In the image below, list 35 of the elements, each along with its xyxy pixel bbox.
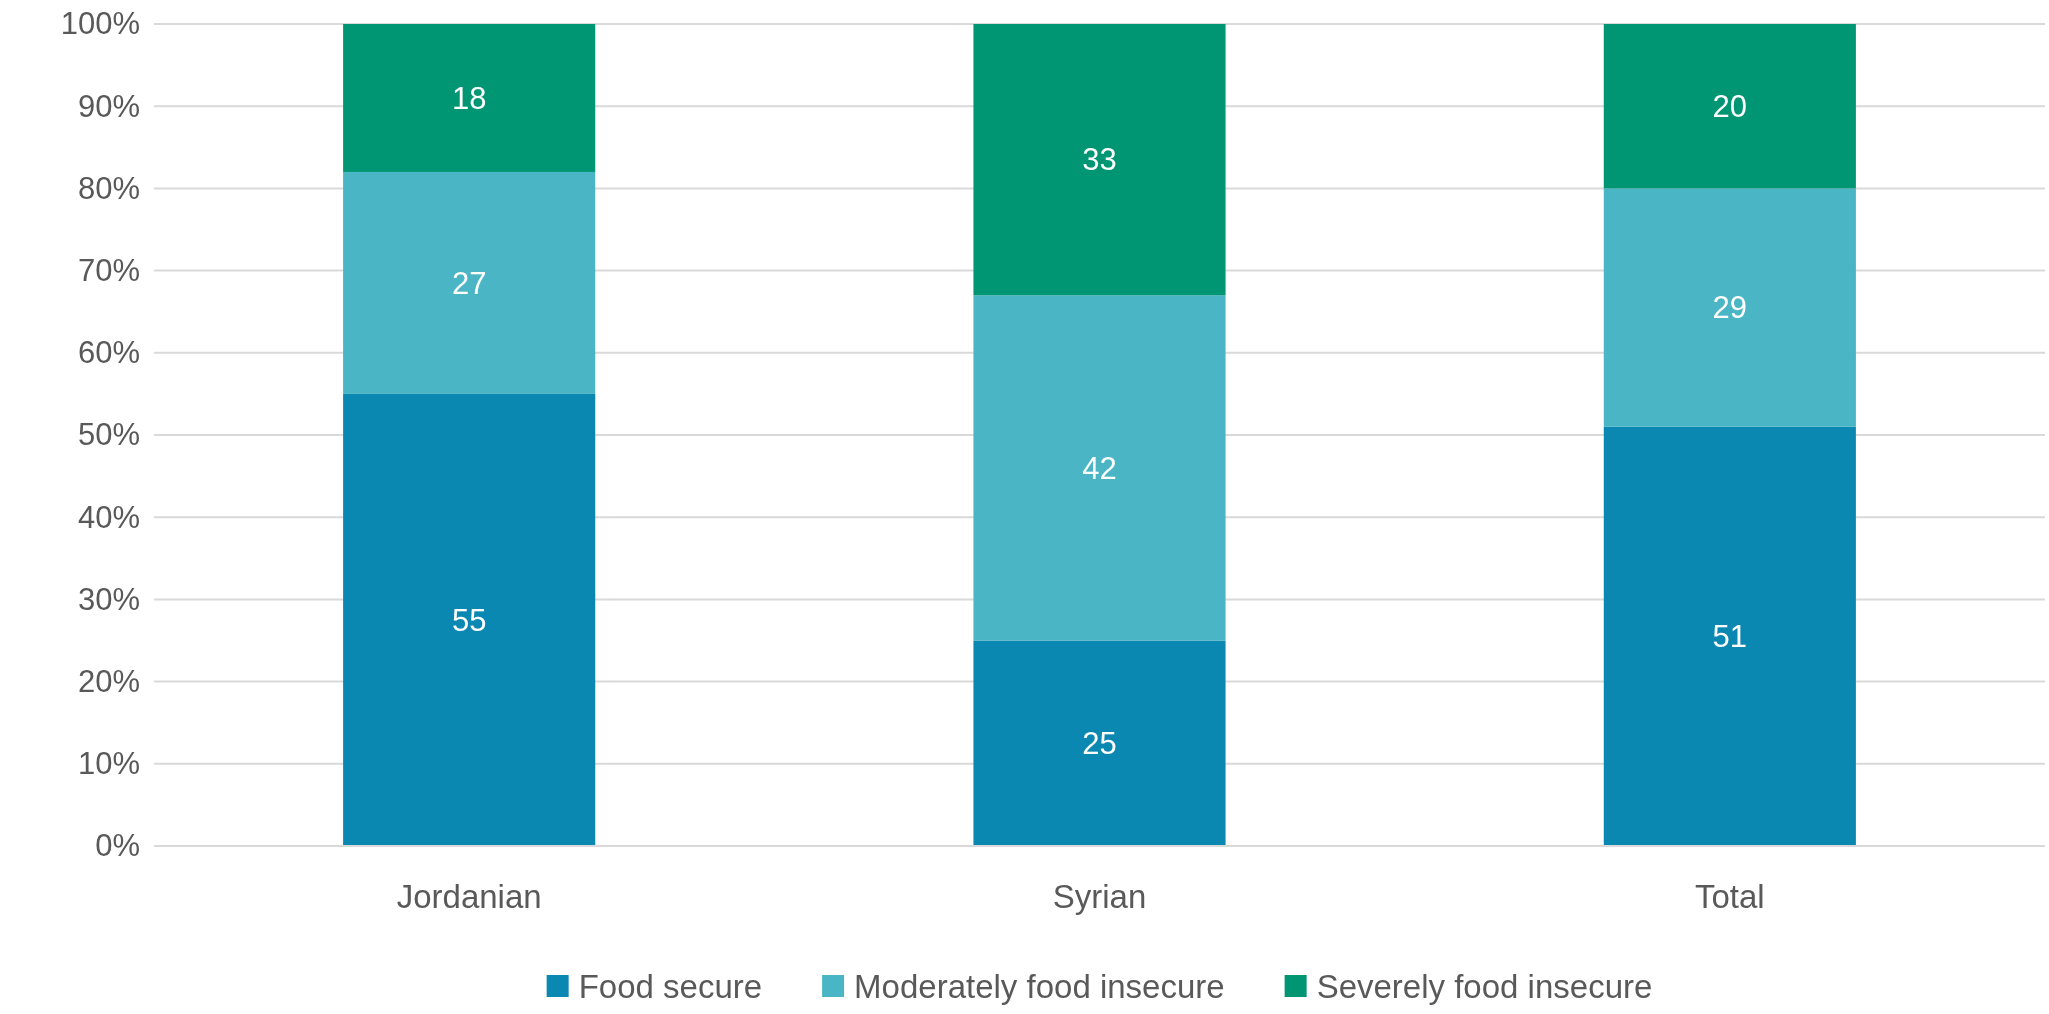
data-label: 55	[451, 602, 487, 638]
legend-label: Severely food insecure	[1316, 967, 1653, 1005]
data-label: 51	[1712, 619, 1748, 655]
legend-label: Food secure	[578, 967, 763, 1005]
bar	[343, 24, 596, 172]
data-label: 33	[1082, 142, 1117, 178]
bar	[973, 295, 1226, 641]
bar	[973, 24, 1226, 296]
y-tick-label: 70%	[77, 253, 140, 289]
bar	[1603, 426, 1856, 846]
y-tick-label: 20%	[77, 664, 140, 700]
data-label: 25	[1082, 726, 1117, 762]
y-tick-label: 90%	[77, 88, 140, 124]
x-tick-label: Syrian	[1052, 878, 1147, 915]
bar	[343, 171, 596, 394]
data-label: 42	[1082, 450, 1117, 486]
y-tick-label: 50%	[77, 417, 140, 453]
bar	[343, 393, 596, 846]
data-label: 27	[451, 265, 487, 301]
data-label: 20	[1712, 89, 1748, 125]
data-label: 18	[451, 80, 487, 116]
y-tick-label: 40%	[77, 499, 140, 535]
x-tick-label: Total	[1694, 878, 1765, 915]
x-tick-label: Jordanian	[396, 878, 542, 915]
data-label: 29	[1712, 290, 1748, 326]
y-tick-label: 10%	[77, 746, 140, 782]
bar	[973, 640, 1226, 846]
bar	[1603, 24, 1856, 189]
legend-label: Moderately food insecure	[854, 967, 1225, 1005]
bar	[1603, 188, 1856, 427]
y-tick-label: 100%	[60, 6, 140, 42]
y-tick-label: 30%	[77, 581, 140, 617]
y-tick-label: 0%	[95, 828, 140, 864]
y-tick-label: 60%	[77, 335, 140, 371]
y-tick-label: 80%	[77, 170, 140, 206]
